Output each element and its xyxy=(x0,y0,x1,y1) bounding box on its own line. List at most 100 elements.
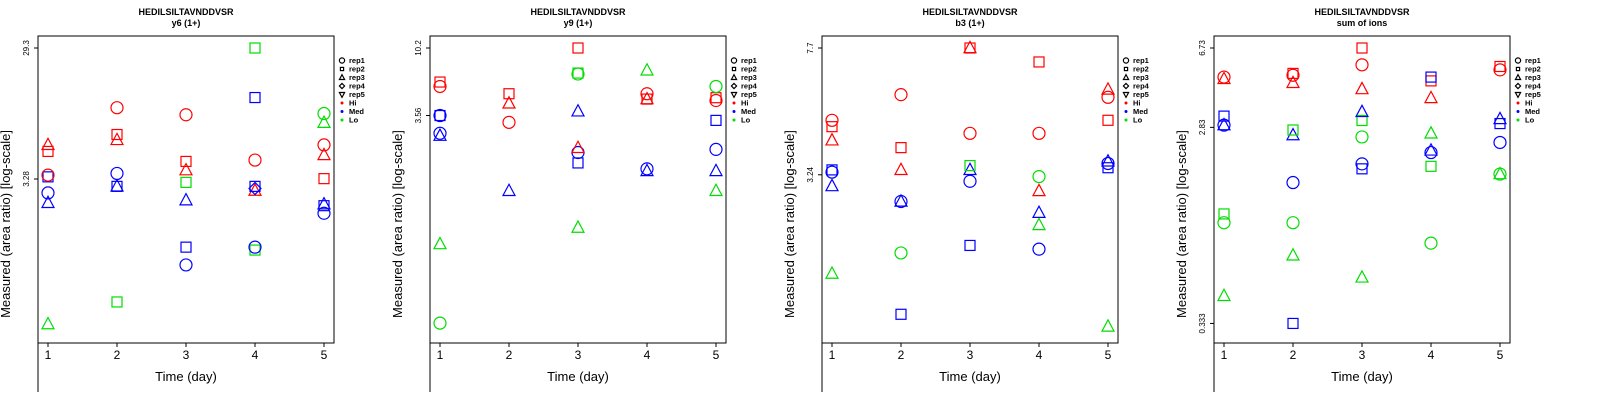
data-point xyxy=(572,67,584,79)
x-tick-label: 5 xyxy=(1105,348,1112,362)
legend-marker xyxy=(338,82,346,90)
data-point xyxy=(1355,157,1369,171)
data-point xyxy=(501,182,517,197)
data-point xyxy=(42,145,54,158)
data-point xyxy=(1102,114,1114,126)
legend-label: rep3 xyxy=(741,73,757,82)
legend-marker xyxy=(1514,73,1522,81)
data-point xyxy=(317,206,331,220)
data-point xyxy=(1355,58,1369,72)
data-point xyxy=(1424,145,1438,160)
legend-label: Med xyxy=(1133,107,1148,116)
legend-label: rep4 xyxy=(349,82,366,91)
legend-label: rep1 xyxy=(349,56,365,65)
legend-marker xyxy=(732,110,736,113)
data-point xyxy=(1425,75,1437,87)
legend-label: Med xyxy=(741,107,756,116)
data-point xyxy=(248,153,262,167)
data-point xyxy=(180,155,192,168)
data-point xyxy=(111,128,123,141)
data-point xyxy=(1287,124,1299,136)
data-point xyxy=(826,121,838,133)
data-point xyxy=(318,200,330,212)
data-point xyxy=(180,241,192,253)
x-tick-label: 2 xyxy=(898,348,905,362)
data-point xyxy=(640,162,654,176)
data-point xyxy=(1216,71,1232,85)
data-point xyxy=(708,163,724,177)
data-point xyxy=(178,192,194,206)
data-point xyxy=(639,62,655,76)
data-point xyxy=(179,258,193,272)
data-point xyxy=(178,162,194,176)
y-tick-label: 2.83 xyxy=(1198,119,1207,135)
data-point xyxy=(316,147,332,161)
legend-marker xyxy=(1124,110,1128,113)
x-tick-label: 5 xyxy=(321,348,328,362)
chart-title: HEDILSILTAVNDDVSR xyxy=(530,7,626,17)
data-point xyxy=(1425,160,1437,172)
data-point xyxy=(895,308,907,320)
legend-marker xyxy=(1516,110,1520,113)
data-point xyxy=(180,176,192,188)
data-point xyxy=(962,40,978,54)
y-tick-label: 3.28 xyxy=(22,171,31,187)
legend-marker xyxy=(1514,91,1522,99)
legend-marker xyxy=(732,101,736,105)
x-tick-label: 4 xyxy=(1036,348,1043,362)
y-tick-label: 3.24 xyxy=(806,166,815,182)
data-point xyxy=(110,101,124,115)
x-tick-label: 4 xyxy=(252,348,259,362)
legend-label: rep4 xyxy=(1525,82,1542,91)
data-point xyxy=(1101,156,1115,171)
data-point xyxy=(1031,204,1047,218)
legend-label: rep1 xyxy=(1525,56,1541,65)
data-point xyxy=(40,137,56,151)
x-tick-label: 3 xyxy=(575,348,582,362)
legend-marker xyxy=(340,101,344,105)
x-tick-label: 2 xyxy=(506,348,513,362)
legend-marker xyxy=(338,91,346,99)
legend-marker xyxy=(339,66,345,72)
data-point xyxy=(824,178,840,192)
legend-label: rep1 xyxy=(1133,56,1149,65)
legend-marker xyxy=(338,57,346,64)
y-axis-label: Measured (area ratio) [log-scale] xyxy=(1174,130,1189,318)
data-point xyxy=(824,132,840,146)
y-tick-label: 3.56 xyxy=(414,107,423,123)
data-point xyxy=(1424,236,1438,250)
legend-label: Med xyxy=(1525,107,1540,116)
legend-marker xyxy=(731,66,737,72)
data-point xyxy=(570,140,586,154)
data-point xyxy=(1493,135,1507,150)
plot-frame xyxy=(37,35,335,344)
legend-label: rep5 xyxy=(741,90,757,99)
legend-marker xyxy=(1122,73,1130,81)
data-point xyxy=(1286,175,1300,190)
data-point xyxy=(41,168,55,182)
data-point xyxy=(433,108,447,123)
data-point xyxy=(1356,42,1368,54)
legend-label: Lo xyxy=(349,116,359,125)
legend-label: rep5 xyxy=(1525,90,1541,99)
data-point xyxy=(110,166,124,181)
data-point xyxy=(895,142,907,154)
x-tick-label: 1 xyxy=(437,348,444,362)
chart-title: HEDILSILTAVNDDVSR xyxy=(922,7,1018,17)
legend-label: rep2 xyxy=(349,65,365,74)
data-point xyxy=(1356,163,1368,175)
legend-marker xyxy=(730,82,738,90)
data-point xyxy=(1100,153,1116,167)
x-axis-label: Time (day) xyxy=(547,369,609,384)
data-point xyxy=(1285,127,1301,141)
x-tick-label: 3 xyxy=(967,348,974,362)
x-tick-label: 5 xyxy=(1497,348,1504,362)
data-point xyxy=(503,88,515,100)
legend-marker xyxy=(340,118,344,122)
y-axis-label: Measured (area ratio) [log-scale] xyxy=(782,130,797,318)
data-point xyxy=(570,103,586,117)
data-point xyxy=(893,193,909,207)
data-point xyxy=(1218,110,1230,122)
